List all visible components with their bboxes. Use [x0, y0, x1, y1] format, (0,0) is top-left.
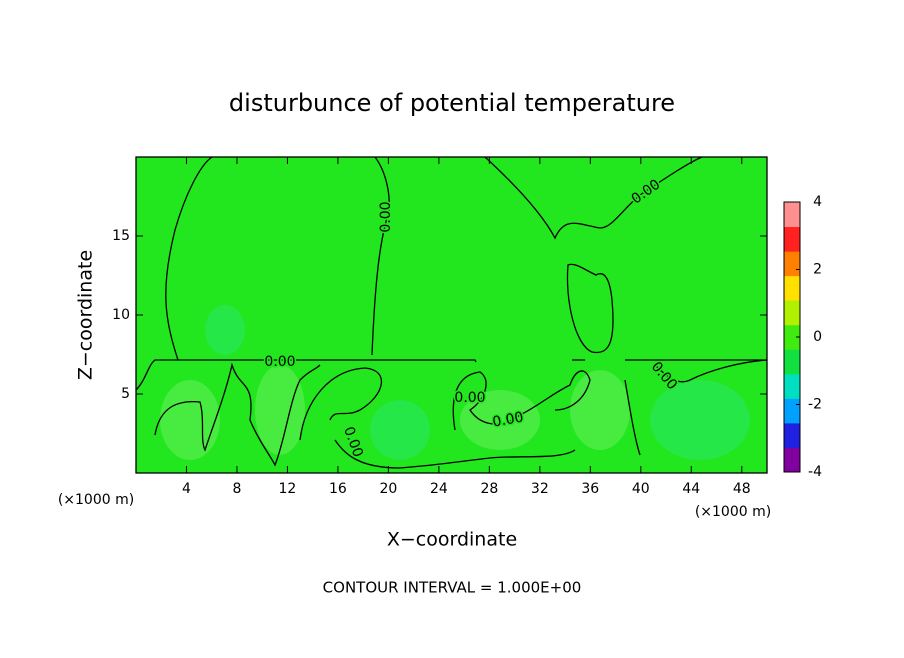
colorbar-swatch	[784, 422, 800, 448]
x-tick-label: 28	[480, 481, 498, 497]
colorbar-swatch	[784, 373, 800, 399]
colorbar-swatch	[784, 300, 800, 326]
y-tick-label: 10	[112, 307, 130, 323]
y-unit: (×1000 m)	[58, 492, 134, 508]
colorbar-swatch	[784, 275, 800, 301]
colorbar-tick-label: 4	[813, 194, 822, 210]
x-tick-label: 12	[279, 481, 297, 497]
colorbar-swatch	[784, 398, 800, 424]
colorbar-swatch	[784, 447, 800, 473]
x-tick-label: 20	[379, 481, 397, 497]
x-tick-label: 16	[329, 481, 347, 497]
x-tick-label: 24	[430, 481, 448, 497]
x-tick-label: 32	[531, 481, 549, 497]
field	[135, 156, 768, 474]
colorbar-swatch	[784, 324, 800, 350]
y-axis-label: Z−coordinate	[75, 250, 97, 380]
colorbar-swatch	[784, 251, 800, 277]
x-unit: (×1000 m)	[695, 504, 771, 520]
x-axis-label: X−coordinate	[387, 529, 517, 551]
x-tick-label: 36	[581, 481, 599, 497]
contour-label: 0.00	[264, 354, 295, 370]
field-patch	[205, 305, 750, 460]
colorbar-swatch	[784, 226, 800, 252]
colorbar-tick-label: 0	[813, 329, 822, 345]
field-fill	[136, 157, 767, 473]
colorbar-tick-label: -4	[808, 464, 822, 480]
contour-label: 0.00	[454, 390, 485, 406]
field-patch	[160, 365, 630, 460]
contour-line	[135, 156, 768, 469]
colorbar-tick-label: 2	[813, 262, 822, 278]
colorbar-swatch	[784, 202, 800, 228]
chart-title: disturbunce of potential temperature	[229, 89, 675, 117]
x-tick-label: 4	[182, 481, 191, 497]
x-tick-label: 8	[232, 481, 241, 497]
contour-label: 0.00	[378, 201, 394, 232]
x-tick-label: 40	[632, 481, 650, 497]
y-tick-label: 15	[112, 228, 130, 244]
footer: CONTOUR INTERVAL = 1.000E+00	[323, 579, 582, 597]
colorbar-swatch	[784, 349, 800, 375]
colorbar-tick-label: -2	[808, 397, 822, 413]
x-tick-label: 48	[733, 481, 751, 497]
y-tick-label: 5	[121, 386, 130, 402]
x-tick-label: 44	[682, 481, 700, 497]
